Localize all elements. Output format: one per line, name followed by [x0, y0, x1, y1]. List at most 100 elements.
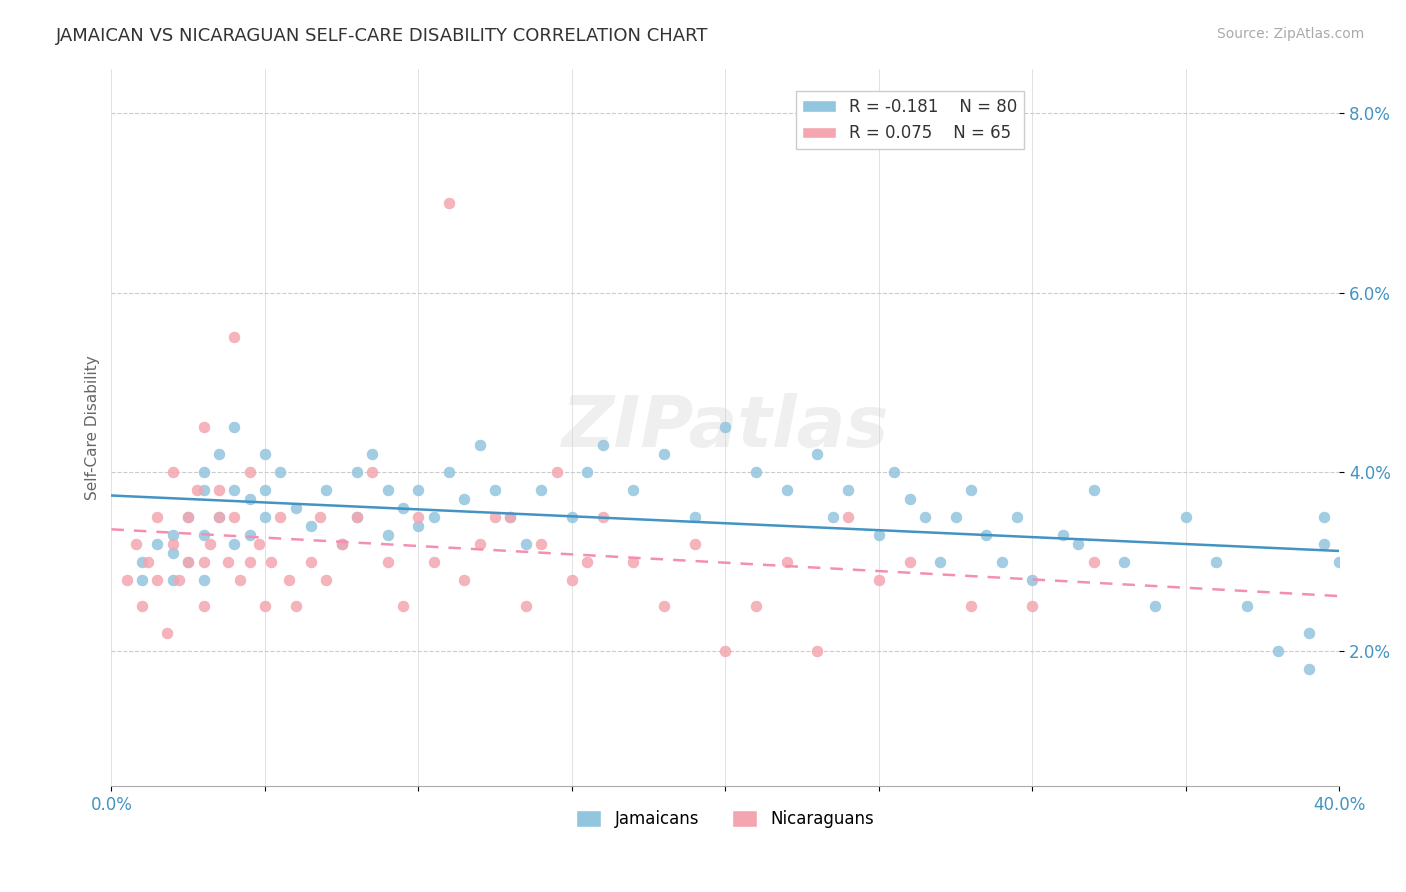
Point	[576, 555, 599, 569]
Point	[361, 447, 384, 461]
Point	[162, 546, 184, 560]
Point	[468, 438, 491, 452]
Point	[821, 509, 844, 524]
Point	[193, 527, 215, 541]
Point	[408, 518, 430, 533]
Point	[193, 599, 215, 614]
Point	[883, 465, 905, 479]
Point	[1298, 662, 1320, 676]
Point	[561, 573, 583, 587]
Point	[1021, 573, 1043, 587]
Point	[284, 500, 307, 515]
Point	[346, 465, 368, 479]
Point	[437, 465, 460, 479]
Text: ZIPatlas: ZIPatlas	[561, 392, 889, 462]
Point	[186, 483, 208, 497]
Point	[377, 555, 399, 569]
Point	[1267, 644, 1289, 658]
Point	[499, 509, 522, 524]
Point	[1067, 537, 1090, 551]
Point	[621, 483, 644, 497]
Point	[253, 483, 276, 497]
Point	[193, 465, 215, 479]
Point	[162, 465, 184, 479]
Point	[974, 527, 997, 541]
Point	[484, 483, 506, 497]
Point	[515, 537, 537, 551]
Point	[193, 555, 215, 569]
Point	[193, 420, 215, 434]
Point	[177, 509, 200, 524]
Point	[408, 483, 430, 497]
Point	[361, 465, 384, 479]
Point	[837, 483, 859, 497]
Point	[1313, 537, 1336, 551]
Point	[208, 447, 231, 461]
Point	[960, 599, 983, 614]
Point	[392, 500, 415, 515]
Point	[315, 483, 337, 497]
Point	[167, 573, 190, 587]
Point	[745, 465, 768, 479]
Point	[217, 555, 239, 569]
Point	[377, 483, 399, 497]
Point	[193, 573, 215, 587]
Text: JAMAICAN VS NICARAGUAN SELF-CARE DISABILITY CORRELATION CHART: JAMAICAN VS NICARAGUAN SELF-CARE DISABIL…	[56, 27, 709, 45]
Point	[330, 537, 353, 551]
Point	[484, 509, 506, 524]
Text: Source: ZipAtlas.com: Source: ZipAtlas.com	[1216, 27, 1364, 41]
Point	[346, 509, 368, 524]
Point	[198, 537, 221, 551]
Point	[422, 509, 444, 524]
Point	[162, 527, 184, 541]
Point	[1329, 555, 1351, 569]
Point	[224, 420, 246, 434]
Point	[408, 509, 430, 524]
Point	[806, 644, 828, 658]
Point	[714, 420, 737, 434]
Point	[776, 555, 799, 569]
Point	[621, 555, 644, 569]
Point	[238, 465, 260, 479]
Point	[162, 537, 184, 551]
Point	[868, 573, 890, 587]
Point	[309, 509, 332, 524]
Point	[990, 555, 1012, 569]
Point	[330, 537, 353, 551]
Point	[284, 599, 307, 614]
Point	[1021, 599, 1043, 614]
Point	[437, 196, 460, 211]
Point	[162, 573, 184, 587]
Point	[1083, 483, 1105, 497]
Point	[131, 573, 153, 587]
Point	[1083, 555, 1105, 569]
Point	[146, 509, 169, 524]
Point	[269, 465, 291, 479]
Point	[208, 509, 231, 524]
Point	[299, 555, 322, 569]
Point	[806, 447, 828, 461]
Point	[177, 555, 200, 569]
Point	[1052, 527, 1074, 541]
Point	[530, 537, 553, 551]
Point	[592, 509, 614, 524]
Point	[315, 573, 337, 587]
Point	[146, 537, 169, 551]
Point	[131, 599, 153, 614]
Point	[247, 537, 270, 551]
Point	[1005, 509, 1028, 524]
Point	[1114, 555, 1136, 569]
Point	[238, 555, 260, 569]
Point	[131, 555, 153, 569]
Legend: Jamaicans, Nicaraguans: Jamaicans, Nicaraguans	[569, 804, 882, 835]
Point	[156, 626, 179, 640]
Point	[453, 491, 475, 506]
Point	[1298, 626, 1320, 640]
Point	[530, 483, 553, 497]
Point	[346, 509, 368, 524]
Point	[714, 644, 737, 658]
Point	[224, 483, 246, 497]
Point	[1236, 599, 1258, 614]
Point	[146, 573, 169, 587]
Point	[224, 330, 246, 344]
